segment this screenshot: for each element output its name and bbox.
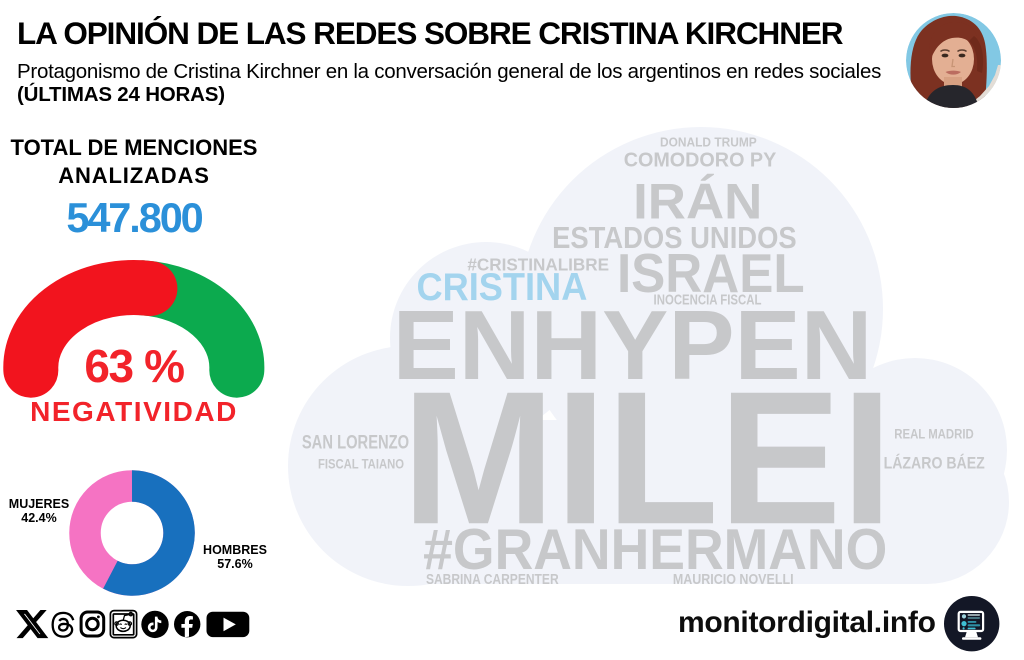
svg-text:REAL MADRID: REAL MADRID <box>894 427 974 443</box>
svg-text:SABRINA CARPENTER: SABRINA CARPENTER <box>426 572 559 588</box>
svg-text:IRÁN: IRÁN <box>633 173 762 229</box>
svg-text:CRISTINA: CRISTINA <box>416 266 587 309</box>
svg-text:ESTADOS UNIDOS: ESTADOS UNIDOS <box>552 221 797 255</box>
svg-text:#GRANHERMANO: #GRANHERMANO <box>423 518 887 582</box>
svg-text:LÁZARO BÁEZ: LÁZARO BÁEZ <box>884 454 985 473</box>
svg-text:ISRAEL: ISRAEL <box>617 242 805 304</box>
svg-text:DONALD TRUMP: DONALD TRUMP <box>660 134 757 149</box>
svg-text:SAN LORENZO: SAN LORENZO <box>302 432 409 454</box>
svg-text:MAURICIO NOVELLI: MAURICIO NOVELLI <box>673 572 794 588</box>
svg-text:ENHYPEN: ENHYPEN <box>393 290 873 400</box>
svg-text:#CRISTINALIBRE: #CRISTINALIBRE <box>467 255 609 275</box>
svg-text:INOCENCIA FISCAL: INOCENCIA FISCAL <box>654 292 762 308</box>
svg-text:COMODORO PY: COMODORO PY <box>624 149 777 171</box>
svg-text:MILEI: MILEI <box>402 352 893 564</box>
svg-text:FISCAL TAIANO: FISCAL TAIANO <box>318 457 404 472</box>
